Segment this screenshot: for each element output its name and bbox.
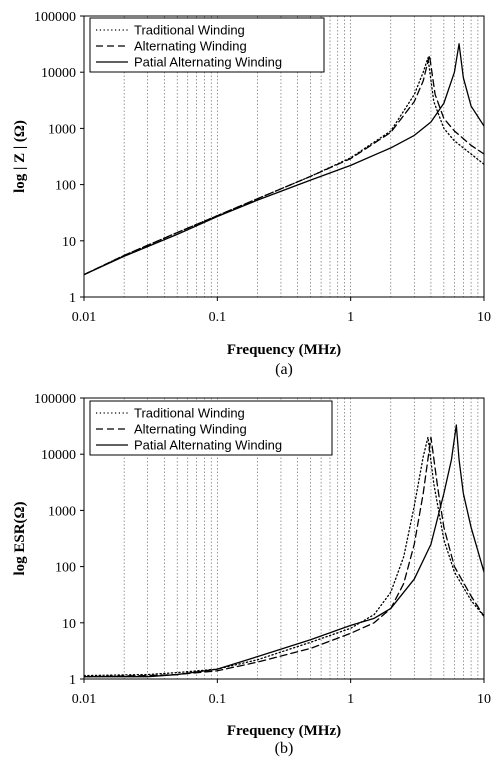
chart-a-x-tick-labels: 0.01 0.1 1 10 bbox=[72, 297, 491, 325]
y-tick-label: 100000 bbox=[34, 10, 76, 25]
legend-box bbox=[89, 17, 325, 73]
x-tick-label: 0.1 bbox=[209, 692, 227, 707]
y-tick-label: 10 bbox=[62, 617, 76, 632]
chart-b-plot-frame bbox=[83, 397, 485, 680]
x-tick-label: 10 bbox=[477, 310, 491, 325]
legend-entry: Patial Alternating Winding bbox=[134, 438, 282, 453]
y-tick-label: 10 bbox=[62, 235, 76, 250]
legend-entry: Alternating Winding bbox=[134, 422, 247, 437]
legend-entry: Alternating Winding bbox=[134, 39, 247, 54]
y-tick-label: 1 bbox=[69, 673, 76, 688]
x-tick-label: 10 bbox=[477, 692, 491, 707]
chart-a-caption: (a) bbox=[275, 361, 293, 378]
y-tick-label: 10000 bbox=[41, 66, 76, 81]
chart-a-series bbox=[84, 43, 484, 276]
y-tick-label: 1000 bbox=[48, 122, 76, 137]
chart-b-x-tick-labels: 0.01 0.1 1 10 bbox=[72, 679, 491, 707]
legend-entry: Traditional Winding bbox=[134, 406, 245, 421]
y-tick-label: 10000 bbox=[41, 448, 76, 463]
y-tick-label: 100 bbox=[55, 179, 76, 194]
chart-a-y-tick-labels: 1 10 100 1000 10000 100000 bbox=[34, 10, 84, 306]
chart-a: 1 10 100 1000 10000 100000 0.01 0.1 1 10 Traditi… bbox=[12, 10, 491, 378]
chart-b-x-axis-title: Frequency (MHz) bbox=[227, 723, 341, 739]
x-tick-label: 0.1 bbox=[209, 310, 227, 325]
chart-b-y-axis-title: log ESR(Ω) bbox=[12, 501, 28, 575]
series-line-1 bbox=[84, 57, 484, 276]
x-tick-label: 1 bbox=[347, 310, 354, 325]
legend-entry: Traditional Winding bbox=[134, 23, 245, 38]
legend-entry: Patial Alternating Winding bbox=[134, 55, 282, 70]
y-tick-label: 100000 bbox=[34, 392, 76, 407]
y-tick-label: 1000 bbox=[48, 504, 76, 519]
series-line-2 bbox=[84, 54, 484, 276]
chart-b-series bbox=[84, 424, 484, 678]
series-line-3 bbox=[84, 43, 484, 276]
y-tick-label: 1 bbox=[69, 291, 76, 306]
x-tick-label: 0.01 bbox=[72, 310, 97, 325]
chart-a-x-axis-title: Frequency (MHz) bbox=[227, 342, 341, 358]
x-tick-label: 1 bbox=[347, 692, 354, 707]
chart-a-y-axis-title: log | Z | (Ω) bbox=[12, 120, 28, 193]
legend-box bbox=[89, 400, 333, 456]
x-tick-label: 0.01 bbox=[72, 692, 97, 707]
chart-a-plot-frame bbox=[83, 15, 485, 298]
series-line-1 bbox=[84, 436, 484, 677]
series-line-3 bbox=[84, 424, 484, 678]
chart-b-caption: (b) bbox=[275, 740, 294, 757]
chart-b: 1 10 100 1000 10000 100000 0.01 0.1 1 10 Traditi… bbox=[12, 392, 491, 757]
series-line-2 bbox=[84, 436, 484, 678]
chart-b-y-tick-labels: 1 10 100 1000 10000 100000 bbox=[34, 392, 84, 688]
y-tick-label: 100 bbox=[55, 561, 76, 576]
